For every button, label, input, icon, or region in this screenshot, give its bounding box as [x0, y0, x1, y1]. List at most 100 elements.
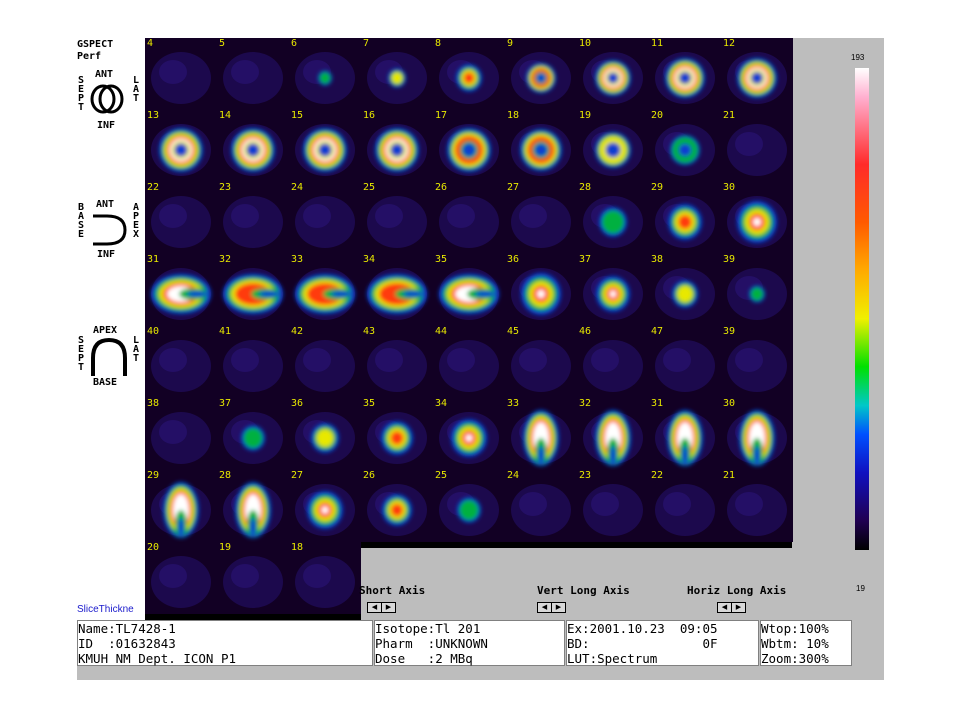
slice-tile[interactable]: 35: [361, 398, 433, 470]
slice-tile[interactable]: 25: [361, 182, 433, 254]
slice-image: [649, 110, 721, 182]
short-axis-prev-button[interactable]: ◀: [367, 602, 381, 613]
slice-tile[interactable]: 15: [289, 110, 361, 182]
horiz-axis-left-label: SEPT: [77, 335, 85, 373]
slice-tile[interactable]: 18: [505, 110, 577, 182]
slice-tile[interactable]: 4: [145, 38, 217, 110]
slice-image: [505, 326, 577, 398]
vert-axis-prev-button[interactable]: ◀: [537, 602, 551, 613]
slice-tile[interactable]: 24: [505, 470, 577, 542]
slice-number: 9: [507, 38, 514, 49]
slice-number: 19: [219, 542, 232, 553]
vert-axis-next-button[interactable]: ▶: [551, 602, 566, 613]
slice-tile[interactable]: 22: [145, 182, 217, 254]
slice-tile[interactable]: 14: [217, 110, 289, 182]
slice-tile[interactable]: 26: [433, 182, 505, 254]
short-axis-next-button[interactable]: ▶: [381, 602, 396, 613]
slice-image: [217, 182, 289, 254]
slice-tile[interactable]: 43: [361, 326, 433, 398]
slice-tile[interactable]: 12: [721, 38, 793, 110]
slice-tile[interactable]: 13: [145, 110, 217, 182]
slice-tile[interactable]: 28: [217, 470, 289, 542]
slice-tile[interactable]: 20: [145, 542, 217, 614]
institution: KMUH NM Dept. ICON P1: [78, 651, 237, 666]
orientation-panel: GSPECT Perf ANT SEPT LAT INF ANT BASE AP…: [77, 38, 145, 620]
slice-tile[interactable]: 47: [649, 326, 721, 398]
slice-image: [217, 470, 289, 542]
slice-tile[interactable]: 27: [289, 470, 361, 542]
slice-tile[interactable]: 26: [361, 470, 433, 542]
slice-tile[interactable]: 39: [721, 254, 793, 326]
slice-tile[interactable]: 28: [577, 182, 649, 254]
slice-tile[interactable]: 31: [649, 398, 721, 470]
slice-tile[interactable]: 24: [289, 182, 361, 254]
slice-tile[interactable]: 37: [577, 254, 649, 326]
slice-tile[interactable]: 30: [721, 182, 793, 254]
slice-tile[interactable]: 17: [433, 110, 505, 182]
slice-tile[interactable]: 21: [721, 470, 793, 542]
slice-tile[interactable]: 33: [505, 398, 577, 470]
slice-tile[interactable]: 33: [289, 254, 361, 326]
slice-tile[interactable]: 18: [289, 542, 361, 614]
slice-tile[interactable]: 32: [577, 398, 649, 470]
slice-number: 20: [651, 110, 664, 121]
slice-tile[interactable]: 34: [361, 254, 433, 326]
horiz-axis-next-button[interactable]: ▶: [731, 602, 746, 613]
slice-number: 31: [147, 254, 160, 265]
slice-tile[interactable]: 16: [361, 110, 433, 182]
slice-tile[interactable]: 41: [217, 326, 289, 398]
slice-tile[interactable]: 37: [217, 398, 289, 470]
slice-tile[interactable]: 34: [433, 398, 505, 470]
slice-number: 21: [723, 470, 736, 481]
slice-tile[interactable]: 27: [505, 182, 577, 254]
slice-thickness-link[interactable]: SliceThickne: [77, 604, 134, 615]
slice-tile[interactable]: 38: [145, 398, 217, 470]
slice-tile[interactable]: 8: [433, 38, 505, 110]
slice-number: 8: [435, 38, 442, 49]
slice-number: 23: [219, 182, 232, 193]
slice-tile[interactable]: 23: [217, 182, 289, 254]
slice-tile[interactable]: 45: [505, 326, 577, 398]
slice-image: [577, 470, 649, 542]
slice-image: [361, 110, 433, 182]
slice-tile[interactable]: 19: [577, 110, 649, 182]
pharmaceutical: Pharm :UNKNOWN: [375, 636, 488, 651]
slice-tile[interactable]: 9: [505, 38, 577, 110]
slice-tile[interactable]: 7: [361, 38, 433, 110]
slice-tile[interactable]: 5: [217, 38, 289, 110]
slice-tile[interactable]: 39: [721, 326, 793, 398]
slice-tile[interactable]: 30: [721, 398, 793, 470]
slice-number: 40: [147, 326, 160, 337]
slice-tile[interactable]: 29: [649, 182, 721, 254]
slice-image: [649, 398, 721, 470]
slice-tile[interactable]: 44: [433, 326, 505, 398]
slice-number: 32: [579, 398, 592, 409]
slice-number: 29: [147, 470, 160, 481]
slice-tile[interactable]: 36: [289, 398, 361, 470]
vert-axis-right-label: APEX: [132, 202, 140, 240]
slice-tile[interactable]: 31: [145, 254, 217, 326]
slice-tile[interactable]: 29: [145, 470, 217, 542]
slice-tile[interactable]: 6: [289, 38, 361, 110]
slice-tile[interactable]: 19: [217, 542, 289, 614]
slice-number: 35: [363, 398, 376, 409]
study-info-panel: Isotope:Tl 201 Pharm :UNKNOWN Dose :2 MB…: [374, 620, 565, 666]
slice-image: [721, 182, 793, 254]
horiz-axis-prev-button[interactable]: ◀: [717, 602, 731, 613]
slice-tile[interactable]: 22: [649, 470, 721, 542]
slice-number: 5: [219, 38, 226, 49]
slice-tile[interactable]: 42: [289, 326, 361, 398]
slice-tile[interactable]: 21: [721, 110, 793, 182]
slice-tile[interactable]: 32: [217, 254, 289, 326]
slice-tile[interactable]: 23: [577, 470, 649, 542]
slice-tile[interactable]: 10: [577, 38, 649, 110]
slice-tile[interactable]: 46: [577, 326, 649, 398]
slice-tile[interactable]: 35: [433, 254, 505, 326]
slice-tile[interactable]: 36: [505, 254, 577, 326]
slice-tile[interactable]: 25: [433, 470, 505, 542]
slice-tile[interactable]: 20: [649, 110, 721, 182]
slice-tile[interactable]: 40: [145, 326, 217, 398]
slice-tile[interactable]: 11: [649, 38, 721, 110]
slice-number: 18: [507, 110, 520, 121]
slice-tile[interactable]: 38: [649, 254, 721, 326]
